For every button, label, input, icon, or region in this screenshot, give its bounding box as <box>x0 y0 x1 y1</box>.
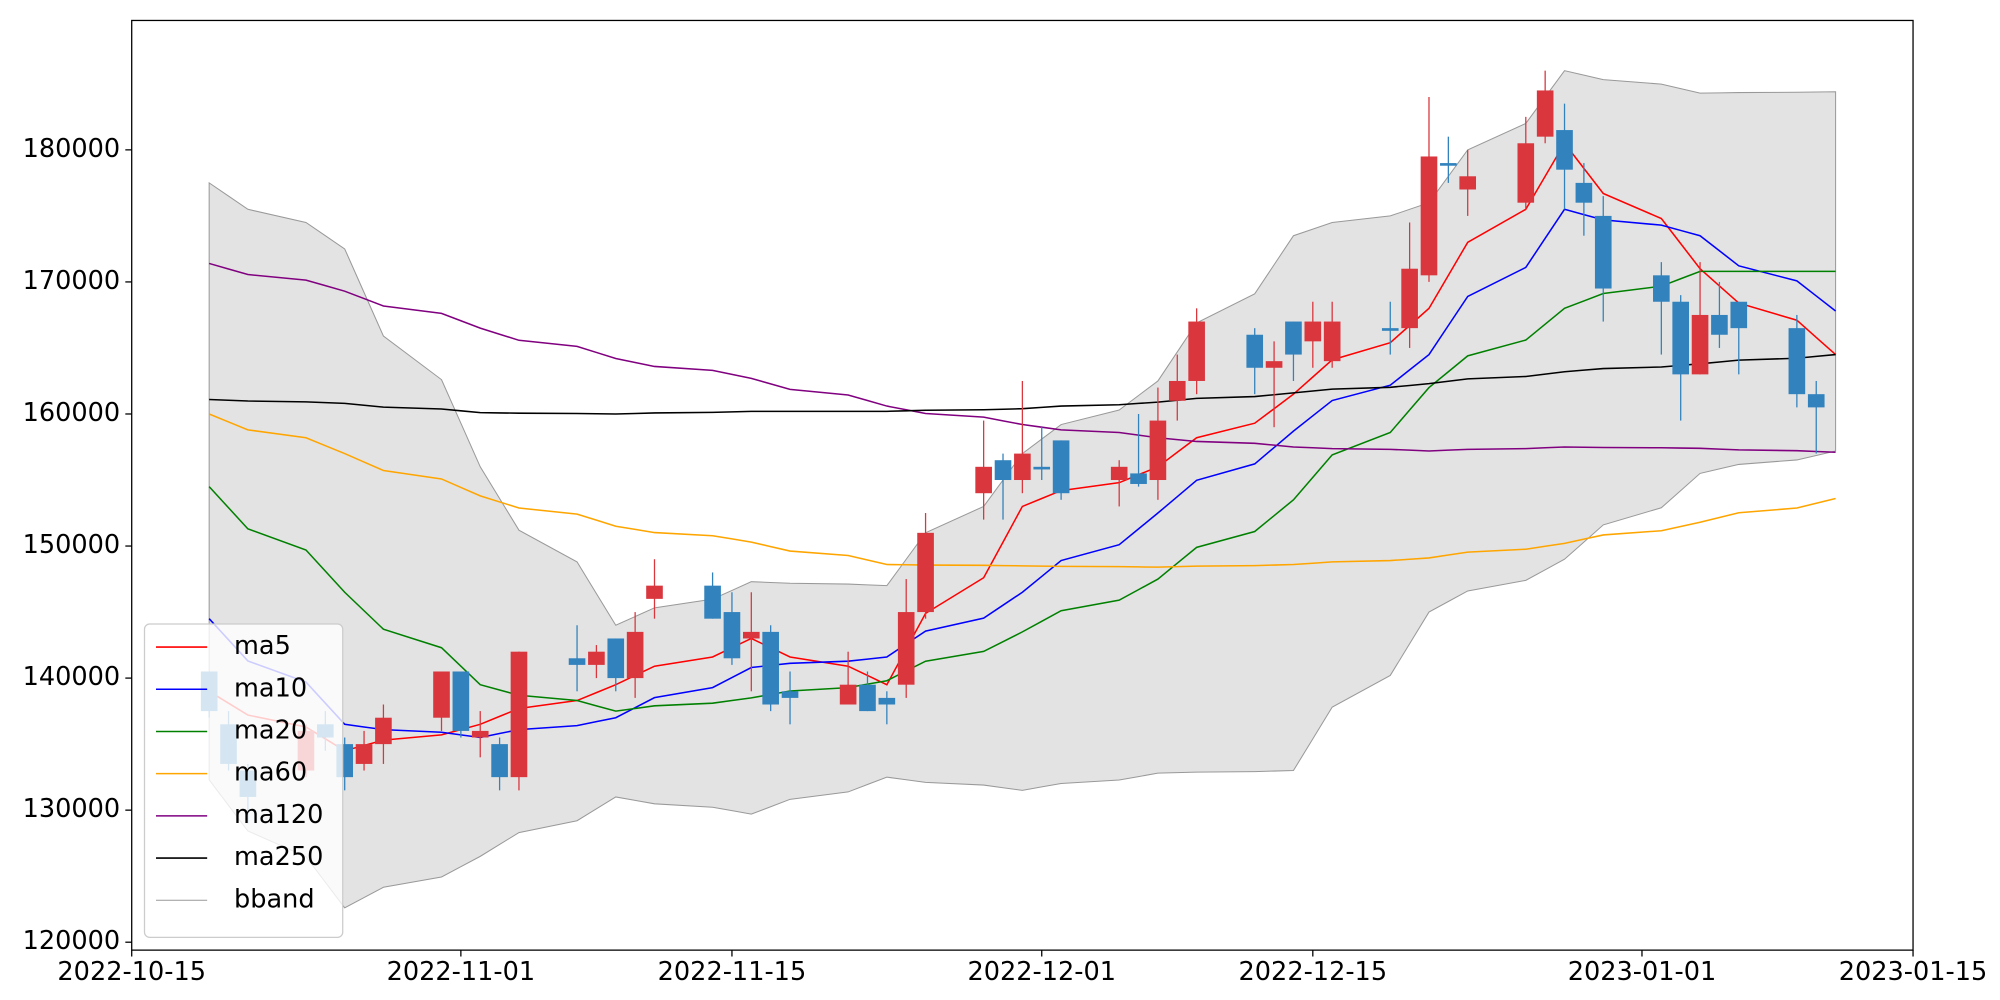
candle-body <box>471 730 489 738</box>
candle-body <box>1788 328 1806 395</box>
candle-body <box>510 651 528 778</box>
candle-body <box>1536 90 1554 137</box>
candle-body <box>878 697 896 705</box>
candle-body <box>568 658 586 665</box>
candle-body <box>1556 130 1573 170</box>
candle-body <box>762 631 779 705</box>
ma-line <box>208 413 1836 568</box>
candle-body <box>1188 321 1205 381</box>
y-tick-label: 140000 <box>23 662 121 692</box>
ma-line <box>208 270 1836 712</box>
candle-body <box>781 691 799 698</box>
candle-body <box>491 744 508 778</box>
candle-body <box>859 684 876 712</box>
y-tick-label: 160000 <box>23 398 121 428</box>
candle-body <box>1401 268 1418 329</box>
x-tick-label: 2023-01-01 <box>1568 957 1717 987</box>
candle-body <box>1691 314 1709 375</box>
candle-body <box>994 460 1012 481</box>
candle-body <box>1459 176 1477 190</box>
candle-body <box>1440 163 1457 166</box>
candle-body <box>1672 301 1690 375</box>
legend-label: ma5 <box>234 631 291 661</box>
candle-body <box>723 612 741 659</box>
candle-body <box>897 612 915 685</box>
plot-frame <box>131 19 1914 951</box>
legend-label: bband <box>234 884 315 914</box>
candle-body <box>1323 321 1341 362</box>
candle-body <box>742 631 760 639</box>
candle-body <box>975 466 992 494</box>
legend-box <box>143 623 344 938</box>
legend-label: ma60 <box>234 758 307 788</box>
candle-body <box>1594 215 1612 289</box>
candle-body <box>1168 380 1186 401</box>
plot-area <box>200 70 1837 909</box>
candle-body <box>1014 453 1031 481</box>
candle-body <box>646 585 663 599</box>
x-tick-label: 2023-01-15 <box>1839 957 1988 987</box>
legend-label: ma10 <box>234 673 307 703</box>
candle-body <box>1807 394 1825 408</box>
candle-body <box>375 717 392 745</box>
candle-body <box>1711 314 1728 335</box>
y-tick-label: 150000 <box>23 530 121 560</box>
candle-body <box>588 651 605 665</box>
candle-body <box>1285 321 1302 355</box>
candle-body <box>1420 156 1438 276</box>
candle-body <box>1381 328 1399 331</box>
y-tick-label: 120000 <box>23 926 121 956</box>
candle-body <box>839 684 857 705</box>
x-tick-label: 2022-10-15 <box>57 957 206 987</box>
candle-body <box>626 631 644 679</box>
candle-body <box>1130 473 1147 484</box>
x-tick-label: 2022-11-01 <box>387 957 536 987</box>
y-tick-label: 180000 <box>23 134 121 164</box>
legend-label: ma20 <box>234 715 307 745</box>
candle-body <box>1304 321 1322 342</box>
x-tick-label: 2022-12-01 <box>967 957 1116 987</box>
candle-body <box>917 532 934 613</box>
candle-body <box>433 671 450 718</box>
candle-body <box>452 671 470 731</box>
candle-body <box>355 744 373 764</box>
y-tick-label: 170000 <box>23 266 121 296</box>
candle-body <box>704 585 721 619</box>
candle-body <box>1575 182 1593 203</box>
candle-body <box>1033 466 1051 470</box>
candle-body <box>1246 334 1264 368</box>
candle-body <box>1149 420 1167 481</box>
x-tick-label: 2022-12-15 <box>1239 957 1388 987</box>
legend: ma5 ma10 ma20 ma60 ma120 ma250 bband <box>143 623 344 938</box>
y-tick-label: 130000 <box>23 794 121 824</box>
legend-label: ma120 <box>234 800 323 830</box>
candle-body <box>1730 301 1748 329</box>
candle-body <box>607 638 625 679</box>
candle-body <box>1653 275 1670 302</box>
x-tick-label: 2022-11-15 <box>658 957 807 987</box>
candle-body <box>1265 361 1283 368</box>
candle-body <box>1110 466 1128 481</box>
candle-body <box>1517 143 1535 203</box>
legend-label: ma250 <box>234 842 323 872</box>
candle-body <box>1052 440 1070 494</box>
